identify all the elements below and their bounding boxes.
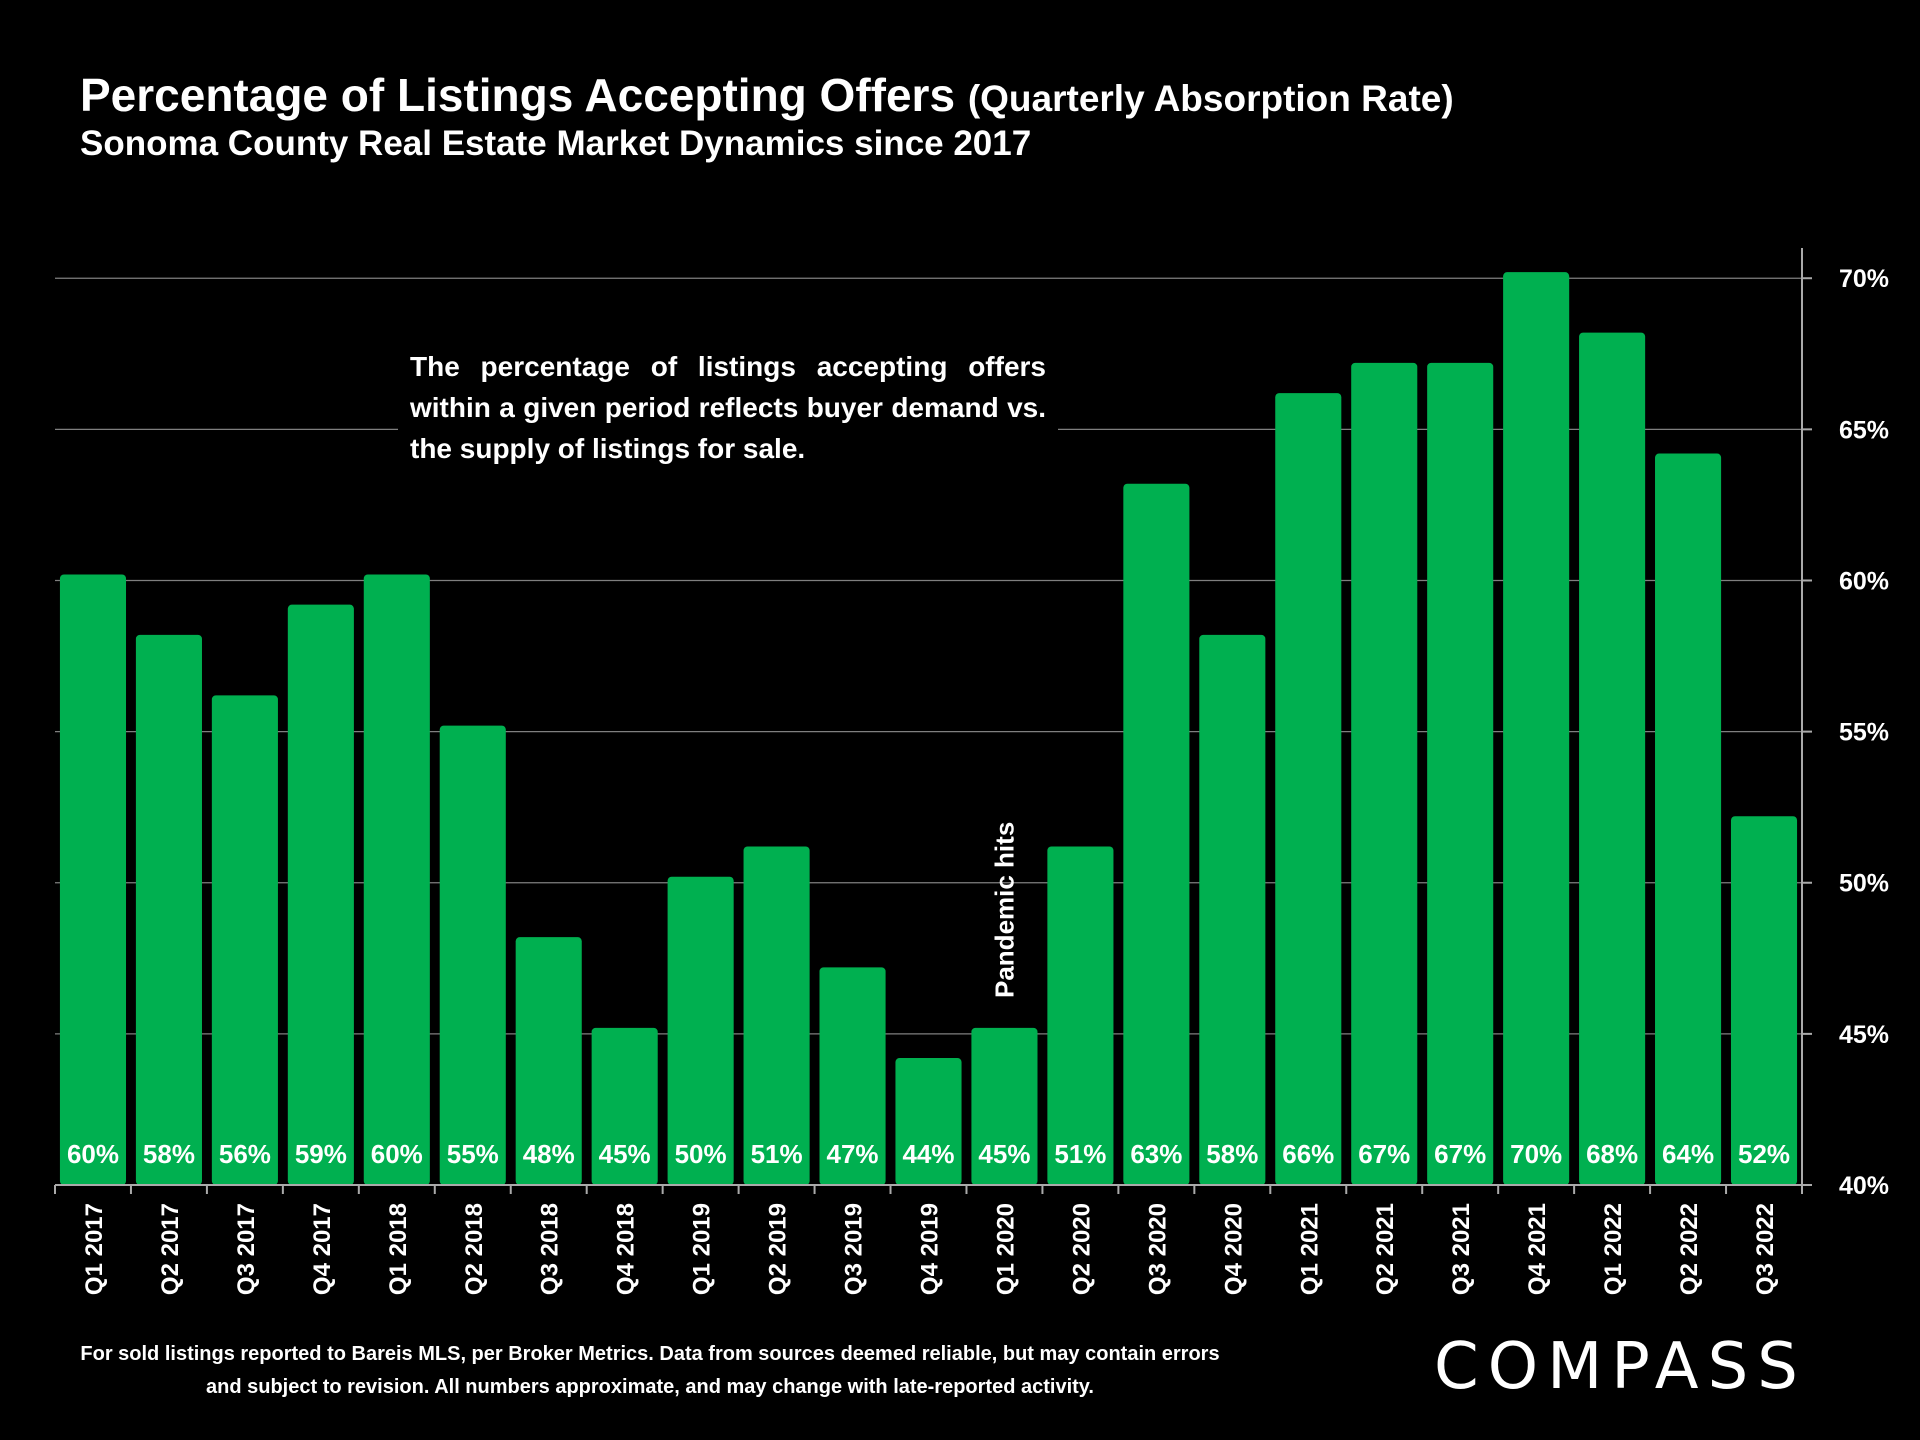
footnote: For sold listings reported to Bareis MLS… <box>80 1343 1220 1398</box>
data-label: 44% <box>902 1139 954 1169</box>
bar <box>819 967 886 1185</box>
labels: 40% 45% 50% 55% 60% 65% 70% 60% Q1 2017 58% Q2 201… <box>67 265 1889 1295</box>
bar <box>1275 393 1342 1185</box>
data-label: 50% <box>675 1139 727 1169</box>
bar <box>1199 634 1266 1185</box>
data-label: 56% <box>219 1139 271 1169</box>
data-label: 58% <box>1206 1139 1258 1169</box>
y-tick-label: 45% <box>1839 1021 1889 1049</box>
bar <box>59 574 127 1185</box>
bar <box>363 574 430 1185</box>
y-tick-label: 65% <box>1839 416 1889 444</box>
chart-title-suffix: (Quarterly Absorption Rate) <box>967 78 1454 119</box>
chart-title: Percentage of Listings Accepting Offers … <box>80 68 1454 122</box>
x-tick-label: Q1 2020 <box>992 1203 1019 1295</box>
x-tick-label: Q1 2019 <box>689 1203 716 1295</box>
x-tick-label: Q1 2022 <box>1600 1203 1627 1295</box>
pandemic-annotation: Pandemic hits <box>989 822 1019 998</box>
data-label: 67% <box>1434 1139 1486 1169</box>
chart-title-main: Percentage of Listings Accepting Offers <box>80 69 956 121</box>
x-tick-label: Q2 2019 <box>765 1203 792 1295</box>
bar <box>1730 816 1798 1185</box>
data-label: 59% <box>295 1139 347 1169</box>
x-tick-label: Q2 2018 <box>461 1203 488 1295</box>
bar <box>439 725 506 1185</box>
y-tick-label: 55% <box>1839 719 1889 747</box>
x-tick-label: Q2 2020 <box>1068 1203 1095 1295</box>
x-tick-label: Q3 2017 <box>233 1203 260 1295</box>
x-tick-label: Q3 2021 <box>1448 1203 1475 1295</box>
bars <box>59 272 1798 1186</box>
data-label: 55% <box>447 1139 499 1169</box>
bar <box>211 695 278 1185</box>
x-tick-label: Q3 2018 <box>537 1203 564 1295</box>
x-tick-label: Q4 2021 <box>1524 1203 1551 1295</box>
data-label: 67% <box>1358 1139 1410 1169</box>
x-tick-label: Q4 2020 <box>1220 1203 1247 1295</box>
data-label: 52% <box>1738 1139 1790 1169</box>
bar <box>287 604 354 1185</box>
x-tick-label: Q3 2019 <box>841 1203 868 1295</box>
data-label: 51% <box>1054 1139 1106 1169</box>
x-tick-label: Q2 2017 <box>157 1203 184 1295</box>
data-label: 47% <box>827 1139 879 1169</box>
x-tick-label: Q2 2022 <box>1676 1203 1703 1295</box>
y-tick-label: 70% <box>1839 265 1889 293</box>
x-tick-label: Q1 2017 <box>81 1203 108 1295</box>
x-tick-label: Q4 2019 <box>917 1203 944 1295</box>
bar <box>1579 332 1646 1185</box>
bar <box>1427 362 1494 1186</box>
axes <box>54 248 1812 1194</box>
data-label: 45% <box>599 1139 651 1169</box>
bar <box>743 846 810 1185</box>
bar <box>135 634 202 1185</box>
x-tick-label: Q3 2020 <box>1144 1203 1171 1295</box>
bar <box>1503 272 1570 1185</box>
bar <box>1655 453 1722 1185</box>
x-tick-label: Q3 2022 <box>1752 1203 1779 1295</box>
data-label: 60% <box>67 1139 119 1169</box>
x-tick-label: Q1 2021 <box>1296 1203 1323 1295</box>
x-tick-label: Q4 2018 <box>613 1203 640 1295</box>
chart-annotation: The percentage of listings accepting off… <box>398 340 1058 475</box>
y-tick-label: 50% <box>1839 870 1889 898</box>
bar <box>971 1027 1038 1185</box>
x-tick-label: Q2 2021 <box>1372 1203 1399 1295</box>
data-label: 58% <box>143 1139 195 1169</box>
data-label: 60% <box>371 1139 423 1169</box>
data-label: 48% <box>523 1139 575 1169</box>
y-tick-label: 60% <box>1839 567 1889 595</box>
data-label: 63% <box>1130 1139 1182 1169</box>
chart-subtitle: Sonoma County Real Estate Market Dynamic… <box>80 124 1032 163</box>
data-label: 68% <box>1586 1139 1638 1169</box>
x-tick-label: Q1 2018 <box>385 1203 412 1295</box>
bar <box>895 1058 962 1185</box>
data-label: 45% <box>978 1139 1030 1169</box>
bar <box>591 1027 658 1185</box>
compass-logo: COMPASS <box>1434 1330 1807 1404</box>
bar <box>1047 846 1114 1185</box>
bar <box>1351 362 1418 1186</box>
y-tick-label: 40% <box>1839 1172 1889 1200</box>
data-label: 66% <box>1282 1139 1334 1169</box>
data-label: 64% <box>1662 1139 1714 1169</box>
data-label: 70% <box>1510 1139 1562 1169</box>
data-label: 51% <box>751 1139 803 1169</box>
bar <box>515 937 582 1185</box>
bar <box>667 876 734 1185</box>
x-tick-label: Q4 2017 <box>309 1203 336 1295</box>
bar <box>1123 483 1190 1185</box>
